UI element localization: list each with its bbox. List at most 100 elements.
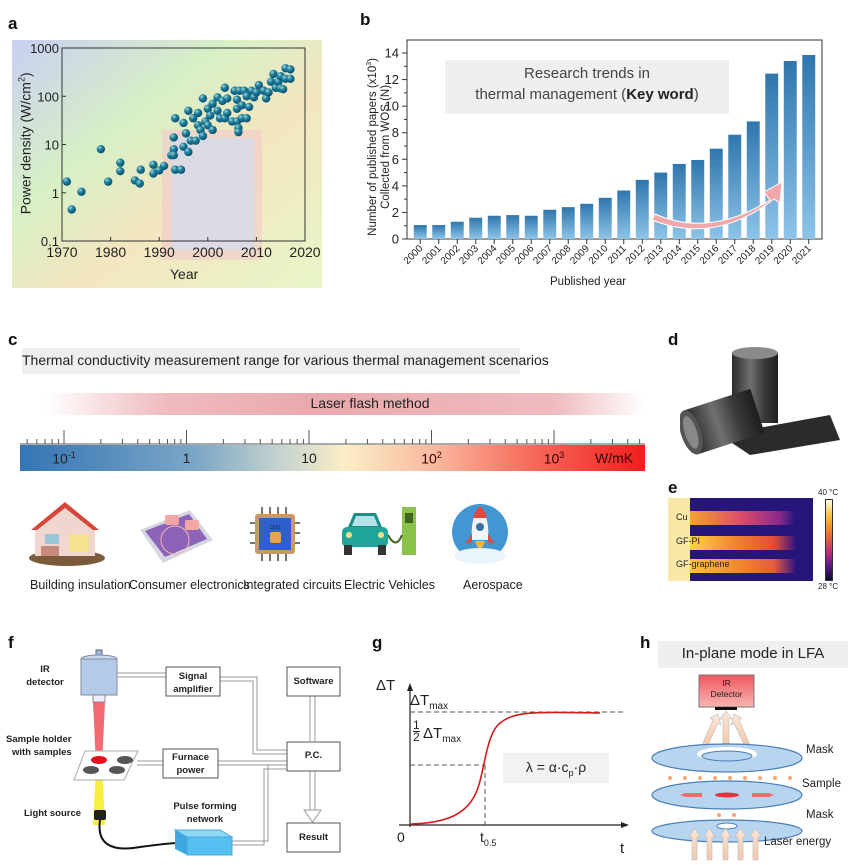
- data-point: [244, 102, 254, 112]
- bar-2005: [506, 215, 520, 239]
- temperature-rise-curve: [399, 683, 629, 828]
- in-plane-lfa-diagram: [651, 674, 803, 861]
- data-point: [237, 101, 247, 110]
- y-tick-label: 8: [392, 125, 399, 140]
- x-tick-label: 2009: [568, 243, 592, 267]
- y-label-text: Power density (W/cm: [17, 82, 34, 215]
- ir-detector-box: [698, 674, 755, 708]
- bar-2003: [469, 217, 483, 239]
- half-dt-sub: max: [442, 734, 462, 745]
- x-tick-label: 2019: [753, 243, 777, 267]
- dtmax-label: ΔTmax: [410, 692, 448, 712]
- x-tick-label: 2003: [457, 243, 481, 267]
- x-tick-label: 2006: [513, 243, 537, 267]
- x-tick-label: 2011: [606, 243, 629, 266]
- panel-label-d: d: [668, 330, 679, 349]
- data-point: [278, 84, 288, 94]
- plot-frame: [406, 39, 823, 240]
- data-point: [242, 92, 251, 101]
- scale-label: 10: [289, 450, 329, 466]
- x-tick-label: 2007: [531, 243, 555, 267]
- scale-label: 103: [534, 450, 574, 467]
- row-label-gf-pi: GF-PI: [676, 536, 700, 546]
- panel-label-e: e: [668, 478, 678, 497]
- pulse-l2: network: [186, 814, 224, 825]
- panel-label-a: a: [8, 14, 18, 33]
- data-point: [242, 114, 251, 123]
- dtmax-text: ΔT: [410, 692, 430, 709]
- y-tick-label: 100: [37, 89, 59, 104]
- x-tick-label: 2018: [735, 243, 759, 267]
- laser-flash-band: [45, 393, 645, 415]
- bar-2004: [487, 215, 501, 239]
- furnace-power-box: Furnace power: [163, 751, 218, 777]
- y-tick-label: 12: [385, 72, 399, 87]
- panel-label-b: b: [360, 10, 371, 29]
- ir-detector-l2: detector: [26, 677, 64, 688]
- x-tick-label: 2021: [790, 243, 814, 267]
- data-point: [223, 94, 232, 103]
- data-point: [286, 74, 295, 83]
- y-tick-label: 1000: [30, 41, 59, 56]
- y-tick-label: 0.1: [41, 234, 59, 249]
- data-point: [116, 166, 125, 176]
- data-point: [169, 144, 178, 154]
- temperature-curve: [410, 711, 601, 825]
- data-point: [149, 160, 158, 169]
- panel-c-title-box: [22, 348, 520, 374]
- bar-2002: [450, 221, 464, 239]
- scale-label-base: 10: [543, 450, 560, 467]
- furnace-l1: Furnace: [172, 752, 209, 763]
- data-point: [116, 158, 125, 167]
- furnace-l2: power: [176, 765, 205, 776]
- colorbar-max: 40 °C: [818, 488, 839, 497]
- bar-2000: [413, 225, 427, 239]
- y-label-b-sup: 3: [366, 61, 374, 66]
- signal-amplifier-box: Signal amplifier: [166, 670, 220, 696]
- x-axis-label-b: Published year: [550, 276, 627, 288]
- rocket-icon: [450, 500, 510, 565]
- data-point: [213, 106, 222, 115]
- bar-2016: [709, 148, 723, 239]
- light-source-label: Light source: [24, 808, 82, 819]
- power-density-chart: 1970 1980 1990 2000 2010 2020 0.1 1 10 100 1000: [12, 40, 322, 288]
- x-tick-label: 2000: [402, 243, 426, 267]
- bar-2010: [598, 197, 612, 239]
- annotation-line-2: thermal management (Key word): [445, 86, 729, 103]
- formula: λ = α·cp·ρ: [503, 759, 609, 778]
- half-dtmax-label: ΔTmax: [423, 725, 461, 745]
- panel-a-scatter: 1970 1980 1990 2000 2010 2020 0.1 1 10 100 1000: [12, 40, 322, 288]
- y-tick-label: 1: [52, 186, 59, 201]
- x-tick-label: 1970: [46, 244, 77, 260]
- panel-h-title: In-plane mode in LFA: [681, 645, 825, 662]
- ir-detector-label: IR detector: [20, 663, 70, 689]
- t-half-sub: 0.5: [483, 837, 497, 848]
- x-tick-label: 1980: [95, 244, 126, 260]
- annotation-pre: thermal management (: [475, 86, 627, 103]
- y-tick-label: 10: [385, 99, 399, 114]
- data-point: [171, 114, 180, 123]
- scale-label-exp: -1: [67, 450, 76, 460]
- result-box: Result: [298, 832, 329, 843]
- x-tick-label: 2020: [289, 244, 320, 260]
- data-point: [191, 136, 200, 145]
- bar-2006: [524, 215, 538, 239]
- data-point: [232, 95, 242, 104]
- origin-label: 0: [397, 829, 405, 845]
- bar-2008: [561, 207, 575, 239]
- x-tick-label: 1990: [144, 244, 175, 260]
- cpu-glyph: cpu: [269, 524, 280, 531]
- data-point: [220, 83, 230, 92]
- formula-sub: p: [568, 767, 574, 778]
- y-tick-label: 4: [392, 178, 399, 193]
- data-point: [62, 177, 72, 186]
- scale-label-base: 10: [421, 450, 437, 467]
- pc-box: P.C.: [304, 750, 323, 761]
- x-tick-label: 2001: [420, 243, 444, 267]
- software-box: Software: [293, 676, 334, 687]
- data-point: [208, 125, 217, 135]
- data-point: [208, 99, 217, 108]
- research-trends-bar-chart: 0246810121420002001200220032004200520062…: [385, 39, 823, 267]
- detector-label: IR Detector: [699, 678, 754, 700]
- x-tick-label: 2008: [550, 243, 574, 267]
